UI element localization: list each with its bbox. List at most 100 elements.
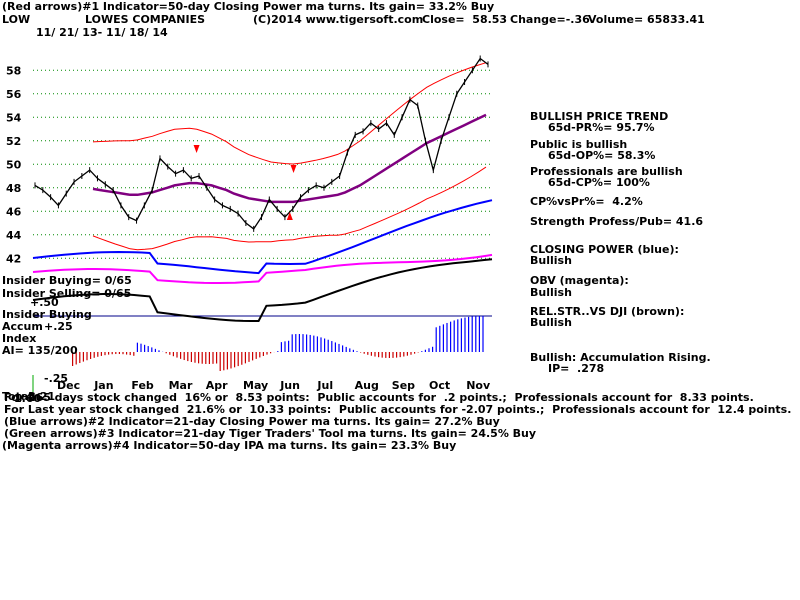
accum-bar [147, 346, 149, 352]
accum-bar [115, 352, 117, 355]
month-label-may: May [243, 379, 268, 392]
accum-bar [424, 349, 426, 352]
footer-overlap-3: 8.21 [28, 390, 56, 403]
signal-arrow-down [193, 145, 200, 153]
y-tick-label-48: 48 [6, 182, 21, 195]
accum-bar [176, 352, 178, 358]
accum-bar [291, 334, 293, 352]
symbol: LOW [2, 13, 31, 26]
accum-bar [158, 350, 160, 352]
month-label-apr: Apr [206, 379, 228, 392]
relstr-label: REL.STR..VS DJI (brown): [530, 305, 685, 318]
accum-bar [309, 334, 311, 352]
accum-bar [478, 316, 480, 352]
y-tick-label-50: 50 [6, 158, 22, 171]
y-tick-label-58: 58 [6, 64, 21, 77]
obv-label: OBV (magenta): [530, 274, 629, 287]
price-axis-labels: 42 44 46 48 50 52 54 56 58 [6, 64, 22, 265]
accum-bar [442, 324, 444, 352]
accum-bar [432, 346, 434, 352]
footer-line-5: (Magenta arrows)#4 Indicator=50-day IPA … [2, 439, 457, 452]
accum-bar [457, 319, 459, 352]
plus50-label: +.50 [30, 296, 59, 309]
accum-bar [205, 352, 207, 364]
accum-bar [403, 352, 405, 357]
company-name: LOWES COMPANIES [85, 13, 206, 26]
insider-buying: Insider Buying= 0/65 [2, 274, 132, 287]
accum-bar [370, 352, 372, 356]
accum-bar [349, 348, 351, 352]
insider-buying-2: Insider Buying [2, 308, 92, 321]
accum-bar [180, 352, 182, 359]
closing-power-state: Bullish [530, 254, 572, 267]
accum-bar [414, 352, 416, 354]
accum-bar [450, 321, 452, 352]
accum-bar [86, 352, 88, 361]
accum-bar [154, 348, 156, 352]
footer-overlap-2: 1.60 [14, 392, 42, 405]
accum-bar [122, 352, 124, 355]
accum-bar [446, 322, 448, 352]
accum-bar [482, 316, 484, 352]
strength-value: Strength Profess/Pub= 41.6 [530, 215, 704, 228]
accum-bar [255, 352, 257, 359]
y-tick-label-42: 42 [6, 252, 21, 265]
accum-bar [79, 352, 81, 364]
accum-bar [151, 347, 153, 352]
month-label-dec: Dec [57, 379, 80, 392]
accum-bar [288, 340, 290, 352]
accum-bar [108, 352, 110, 355]
month-label-feb: Feb [131, 379, 154, 392]
accumulation-histogram [72, 316, 484, 371]
y-tick-label-54: 54 [6, 111, 22, 124]
y-tick-label-52: 52 [6, 135, 21, 148]
accum-bar [460, 318, 462, 352]
accum-bar [399, 352, 401, 358]
pros-state: Professionals are bullish [530, 165, 683, 178]
accum-bar [75, 352, 77, 365]
accum-bar [212, 352, 214, 364]
accum-bar [406, 352, 408, 356]
accum-bar [126, 352, 128, 355]
accum-bar [316, 336, 318, 352]
accum-bar [259, 352, 261, 358]
accum-bar [169, 352, 171, 355]
accum-bar [471, 316, 473, 352]
accum-bar [216, 352, 218, 364]
closing-power-line [32, 199, 493, 275]
footer-line-4: (Green arrows)#3 Indicator=21-day Tiger … [4, 427, 537, 440]
accum-bar [378, 352, 380, 358]
accum-bar [198, 352, 200, 364]
accum-bar [464, 317, 466, 352]
accum-bar [266, 352, 268, 355]
accum-bar [208, 352, 210, 364]
accum-bar [90, 352, 92, 359]
month-label-nov: Nov [466, 379, 491, 392]
accum-bar [306, 334, 308, 352]
accum-bar [230, 352, 232, 369]
relstr-state: Bullish [530, 316, 572, 329]
volume-value: Volume= 65833.41 [588, 13, 705, 26]
accum-bar [374, 352, 376, 357]
accum-bar [140, 343, 142, 352]
accum-state: Bullish: Accumulation Rising. [530, 351, 711, 364]
accum-bar [342, 345, 344, 352]
accum-bar [201, 352, 203, 364]
accum-bar [356, 351, 358, 352]
month-label-jul: Jul [316, 379, 333, 392]
accum-bar [334, 342, 336, 352]
y-tick-label-46: 46 [6, 205, 22, 218]
accum-bar [219, 352, 221, 371]
date-range: 11/ 21/ 13- 11/ 18/ 14 [36, 26, 168, 39]
accum-bar [435, 327, 437, 352]
accum-bar [331, 341, 333, 352]
accum-bar [118, 352, 120, 355]
accum-bar [194, 352, 196, 363]
signal-arrow-up [286, 212, 293, 220]
close-value: Close= 58.53 [422, 13, 508, 26]
cpvspr-value: CP%vsPr%= 4.2% [530, 195, 643, 208]
accum-bar [381, 352, 383, 358]
accum-bar [183, 352, 185, 361]
moving-average [92, 113, 487, 204]
trend-title: BULLISH PRICE TREND [530, 110, 669, 123]
